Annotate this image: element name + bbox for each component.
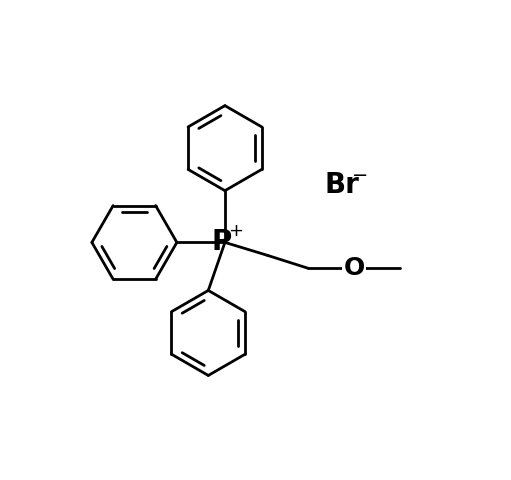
Text: Br: Br (324, 171, 360, 199)
Text: +: + (228, 222, 244, 240)
Text: −: − (353, 167, 369, 185)
Text: O: O (344, 256, 365, 280)
Text: P: P (212, 228, 232, 256)
